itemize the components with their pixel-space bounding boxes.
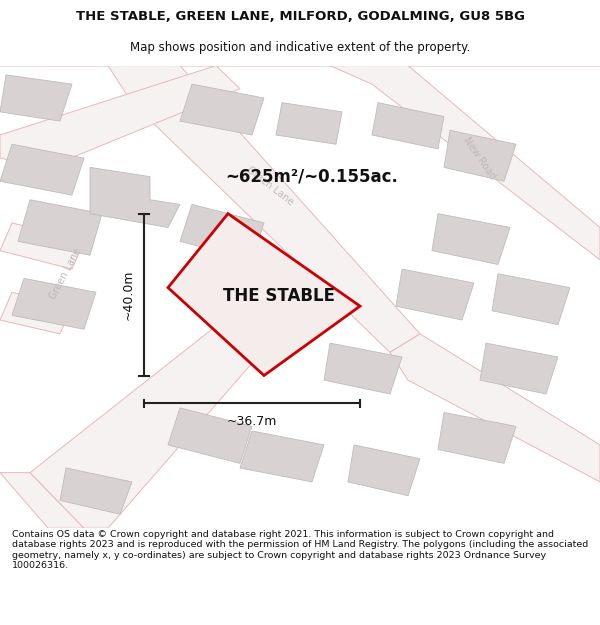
Polygon shape bbox=[0, 292, 72, 334]
Polygon shape bbox=[168, 214, 360, 376]
Polygon shape bbox=[0, 75, 72, 121]
Polygon shape bbox=[0, 66, 240, 168]
Polygon shape bbox=[438, 412, 516, 463]
Polygon shape bbox=[348, 445, 420, 496]
Polygon shape bbox=[480, 343, 558, 394]
Polygon shape bbox=[0, 144, 84, 195]
Text: Green Lane: Green Lane bbox=[245, 164, 295, 207]
Polygon shape bbox=[324, 343, 402, 394]
Polygon shape bbox=[90, 168, 180, 228]
Polygon shape bbox=[180, 204, 264, 260]
Polygon shape bbox=[276, 102, 342, 144]
Polygon shape bbox=[0, 472, 84, 528]
Polygon shape bbox=[330, 66, 600, 260]
Text: ~625m²/~0.155ac.: ~625m²/~0.155ac. bbox=[226, 168, 398, 186]
Polygon shape bbox=[180, 84, 264, 135]
Polygon shape bbox=[492, 274, 570, 324]
Polygon shape bbox=[240, 431, 324, 482]
Polygon shape bbox=[432, 214, 510, 264]
Polygon shape bbox=[108, 66, 420, 352]
Polygon shape bbox=[444, 131, 516, 181]
Polygon shape bbox=[168, 408, 252, 463]
Text: THE STABLE: THE STABLE bbox=[223, 287, 335, 305]
Polygon shape bbox=[60, 468, 132, 514]
Text: Contains OS data © Crown copyright and database right 2021. This information is : Contains OS data © Crown copyright and d… bbox=[12, 530, 588, 570]
Text: ~40.0m: ~40.0m bbox=[122, 269, 135, 320]
Text: New Road: New Road bbox=[462, 135, 498, 181]
Polygon shape bbox=[18, 200, 102, 255]
Text: THE STABLE, GREEN LANE, MILFORD, GODALMING, GU8 5BG: THE STABLE, GREEN LANE, MILFORD, GODALMI… bbox=[76, 10, 524, 23]
Polygon shape bbox=[396, 269, 474, 320]
Polygon shape bbox=[12, 278, 96, 329]
Text: Green Lane: Green Lane bbox=[49, 246, 83, 301]
Text: Map shows position and indicative extent of the property.: Map shows position and indicative extent… bbox=[130, 41, 470, 54]
Polygon shape bbox=[372, 102, 444, 149]
Text: ~36.7m: ~36.7m bbox=[227, 415, 277, 428]
Polygon shape bbox=[0, 223, 84, 269]
Polygon shape bbox=[30, 260, 330, 528]
Polygon shape bbox=[390, 334, 600, 482]
